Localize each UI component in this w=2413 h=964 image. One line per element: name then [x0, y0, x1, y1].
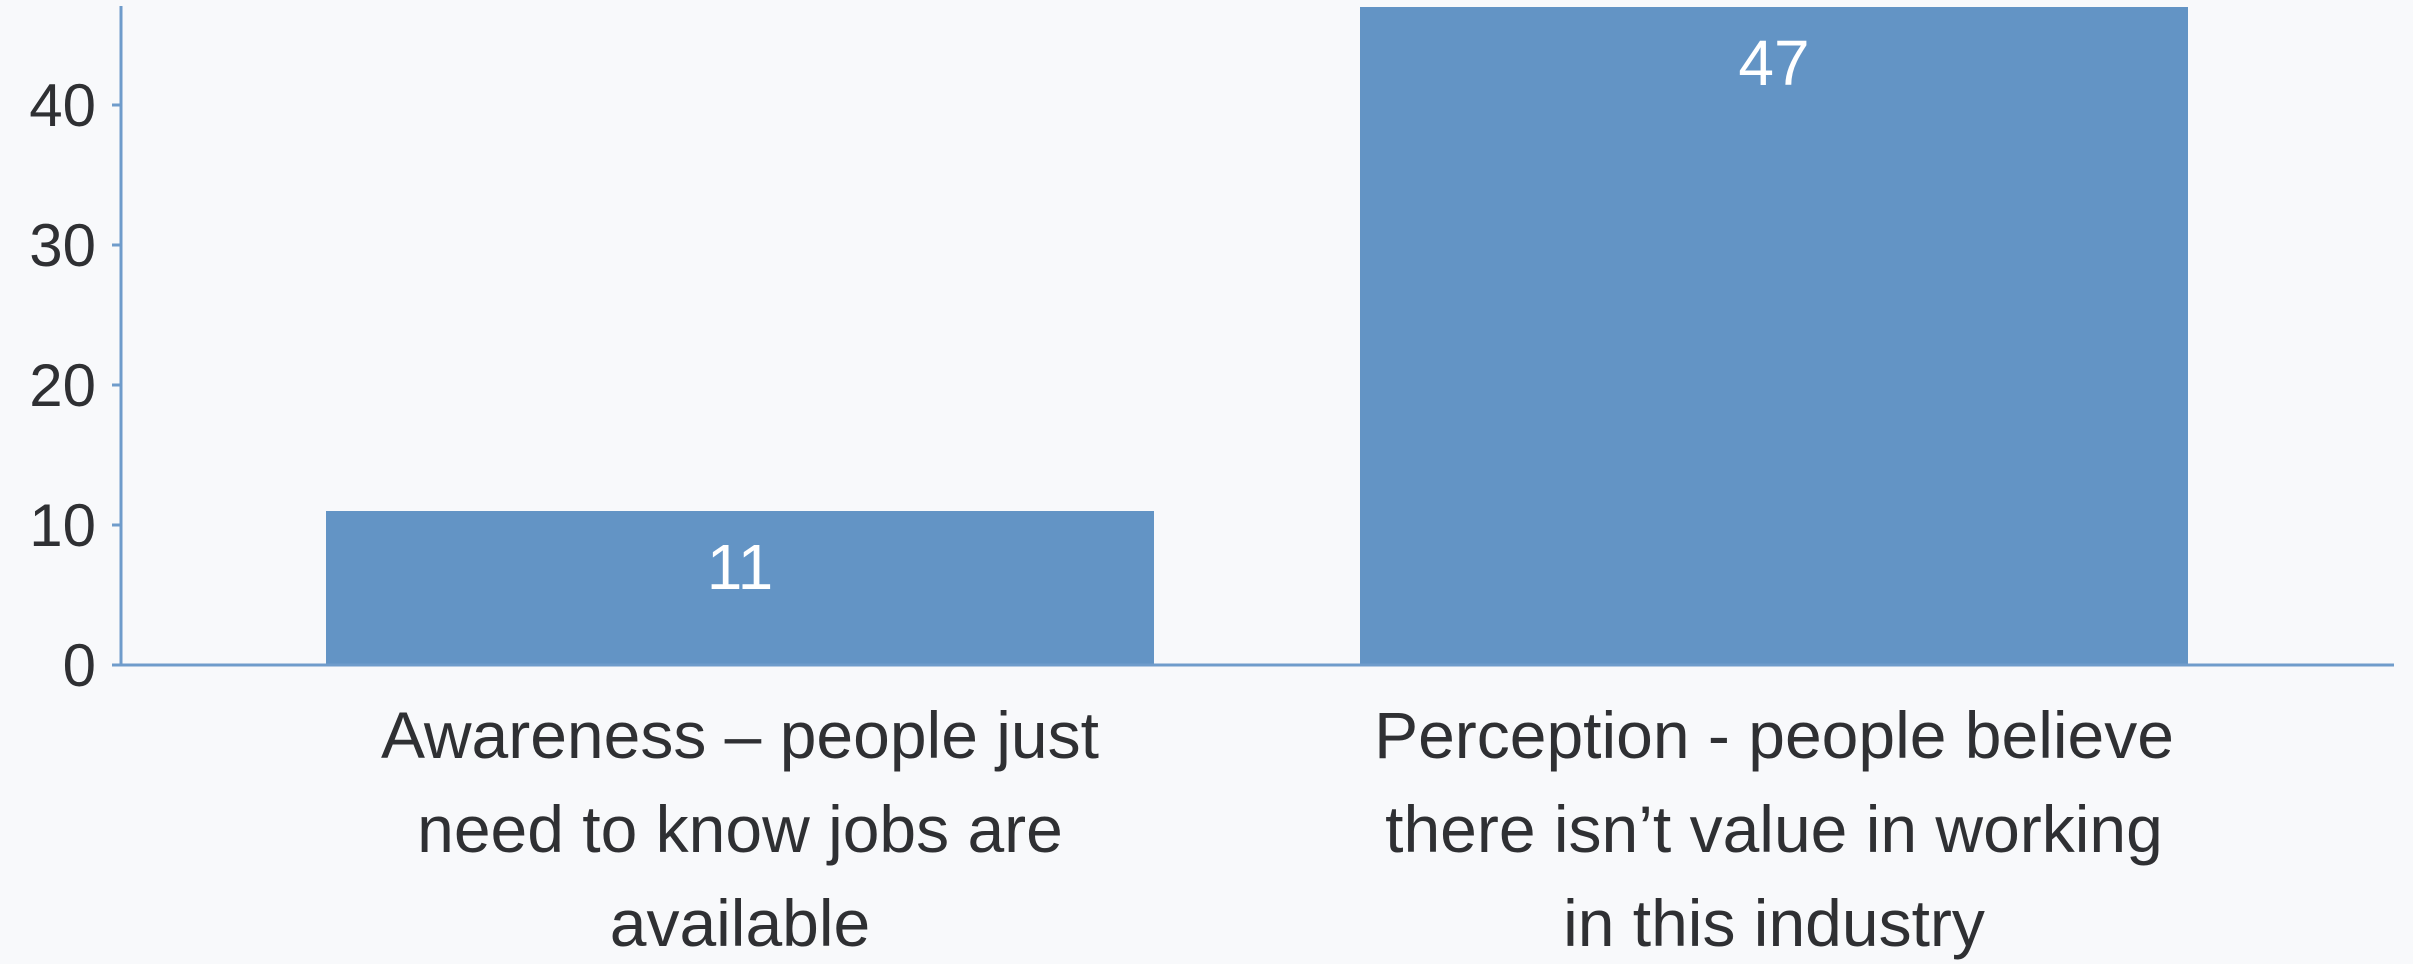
category-label: Perception - people believe there isn’t v… [1374, 698, 2174, 960]
y-tick-label: 30 [29, 212, 96, 279]
y-tick-label: 10 [29, 492, 96, 559]
category-label-line: available [610, 886, 871, 960]
category-labels: Awareness – people just need to know jobs… [381, 698, 2174, 960]
y-ticks: 0 10 20 30 40 [29, 72, 121, 699]
y-tick-label: 20 [29, 352, 96, 419]
bars: 11 47 [326, 7, 2188, 665]
y-tick-label: 40 [29, 72, 96, 139]
category-label-line: in this industry [1563, 886, 1985, 960]
category-label-line: Awareness – people just [381, 698, 1099, 772]
category-label-line: need to know jobs are [417, 792, 1063, 866]
bar-value-label: 11 [707, 531, 773, 603]
bar [326, 511, 1154, 665]
bar [1360, 7, 2188, 665]
category-label-line: Perception - people believe [1374, 698, 2174, 772]
y-tick-label: 0 [63, 632, 96, 699]
category-label: Awareness – people just need to know jobs… [381, 698, 1099, 960]
bar-value-label: 47 [1738, 27, 1809, 99]
category-label-line: there isn’t value in working [1385, 792, 2163, 866]
